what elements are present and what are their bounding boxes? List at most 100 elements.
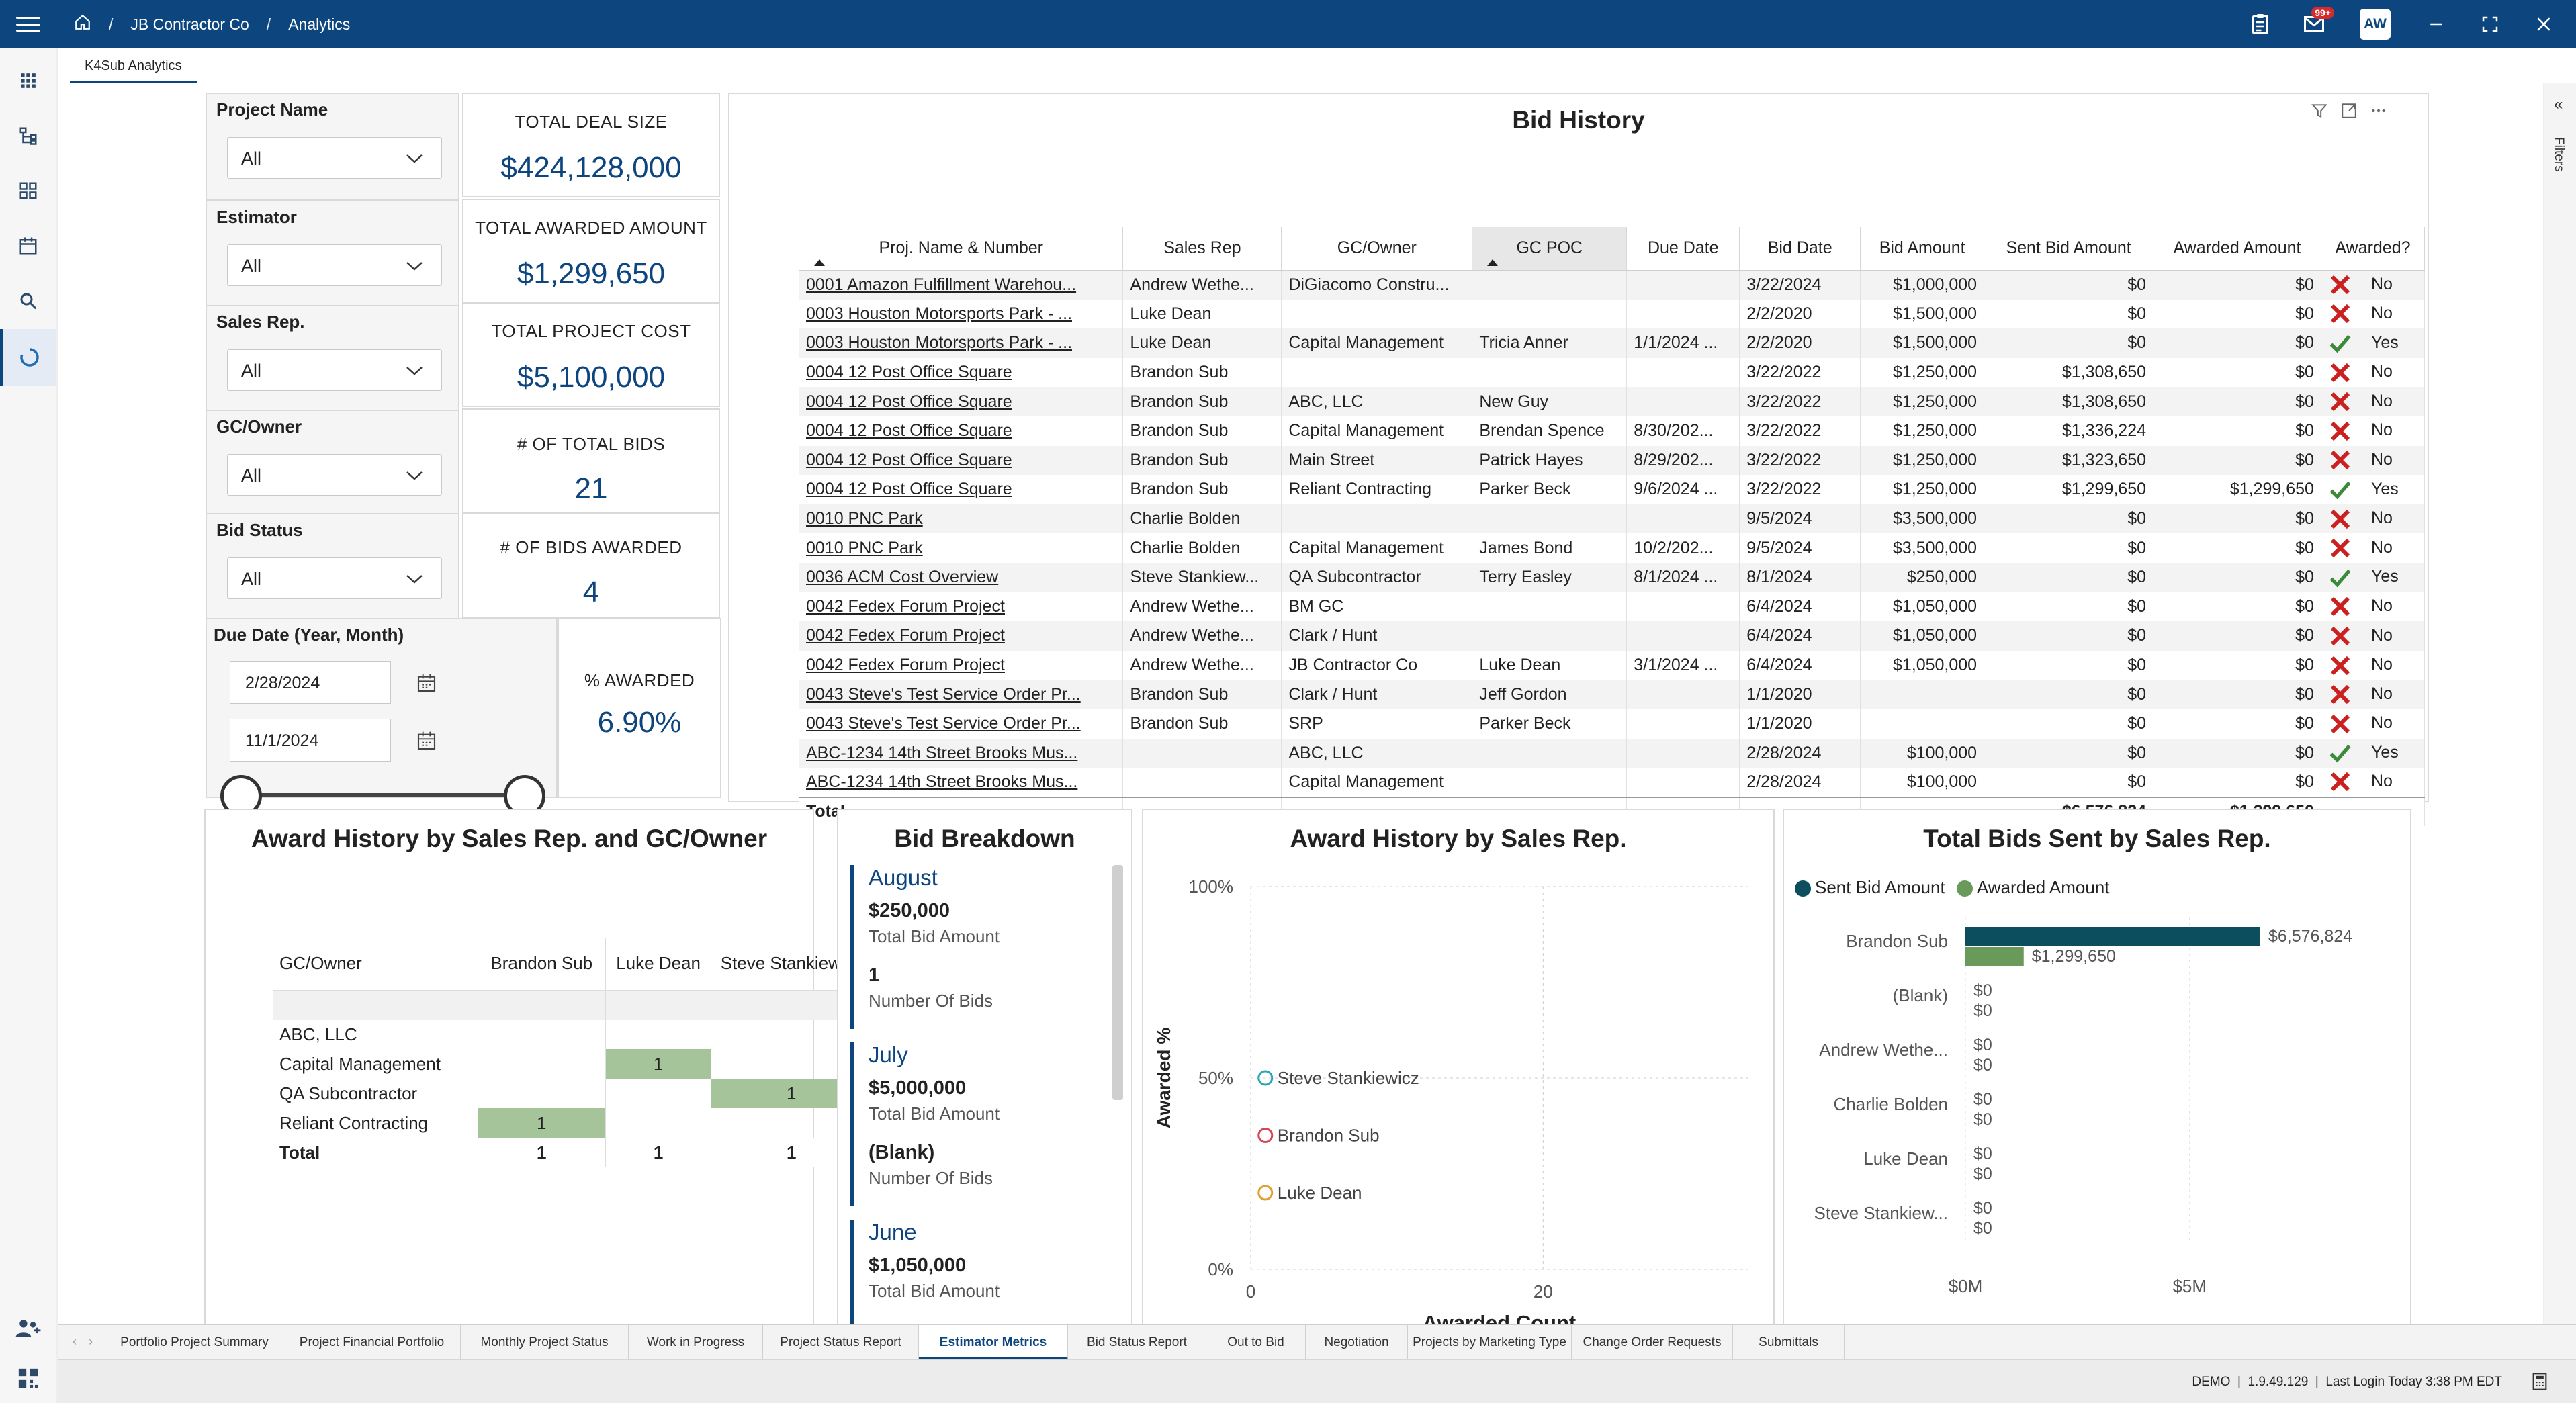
table-row[interactable]: 0042 Fedex Forum Project Andrew Wethe... J… [799,650,2426,680]
project-link[interactable]: 0042 Fedex Forum Project [799,650,1124,680]
project-link[interactable]: 0003 Houston Motorsports Park - ... [799,299,1124,329]
page-tab[interactable]: Project Status Report [763,1325,919,1360]
table-row[interactable]: 0003 Houston Motorsports Park - ... Luke … [799,299,2426,329]
fullscreen-icon[interactable] [2475,9,2505,39]
project-name-dropdown[interactable]: All [227,137,442,179]
page-tab[interactable]: Work in Progress [629,1325,763,1360]
project-link[interactable]: 0004 12 Post Office Square [799,475,1124,504]
breakdown-card-june[interactable]: June $1,050,000 Total Bid Amount [850,1220,1131,1354]
col-awarded[interactable]: Awarded? [2321,227,2426,271]
hierarchy-icon[interactable] [13,121,43,150]
page-tab[interactable]: Monthly Project Status [461,1325,629,1360]
tab-k4sub-analytics[interactable]: K4Sub Analytics [70,48,197,83]
matrix-col-header[interactable]: Luke Dean [605,938,712,991]
col-sales-rep[interactable]: Sales Rep [1122,227,1282,271]
calendar-icon[interactable] [416,672,437,694]
matrix-row-header[interactable]: GC/Owner [273,938,478,991]
project-link[interactable]: 0042 Fedex Forum Project [799,592,1124,622]
table-row[interactable]: 0001 Amazon Fulfillment Warehou... Andrew… [799,270,2426,300]
page-tab[interactable]: Bid Status Report [1068,1325,1206,1360]
mail-icon[interactable]: 99+ [2299,7,2334,39]
project-link[interactable]: 0042 Fedex Forum Project [799,621,1124,651]
scatter-chart[interactable]: 100% 50% 0% 0 20 Steve Stankiewicz Brandon Sub… [1143,866,1773,1403]
page-tab[interactable]: Submittals [1733,1325,1845,1360]
breadcrumb-company[interactable]: JB Contractor Co [130,15,249,33]
filters-pane[interactable]: « Filters [2544,83,2576,1324]
project-link[interactable]: 0004 12 Post Office Square [799,357,1124,388]
col-sent-bid-amount[interactable]: Sent Bid Amount [1984,227,2154,271]
minimize-icon[interactable] [2422,9,2451,39]
apps-grid-icon[interactable] [13,66,43,95]
tab-scroll-right-icon[interactable]: › [89,1334,93,1348]
table-row[interactable]: ABC-1234 14th Street Brooks Mus... ABC, L… [799,738,2426,768]
matrix-cell[interactable] [478,990,606,1020]
project-link[interactable]: 0043 Steve's Test Service Order Pr... [799,680,1124,709]
bar-chart[interactable]: $0M $5M Brandon Sub $6,576,824 $1,299,650 (Bl… [1784,911,2410,1401]
project-link[interactable]: ABC-1234 14th Street Brooks Mus... [799,738,1124,768]
table-row[interactable]: 0043 Steve's Test Service Order Pr... Bra… [799,709,2426,739]
scrollbar[interactable] [1112,865,1123,1100]
project-link[interactable]: ABC-1234 14th Street Brooks Mus... [799,768,1124,797]
table-row[interactable]: 0042 Fedex Forum Project Andrew Wethe... C… [799,621,2426,651]
more-options-icon[interactable] [2370,102,2387,120]
qr-code-icon[interactable] [13,1363,43,1393]
project-link[interactable]: 0010 PNC Park [799,504,1124,534]
table-row[interactable]: 0042 Fedex Forum Project Andrew Wethe... B… [799,592,2426,622]
project-link[interactable]: 0001 Amazon Fulfillment Warehou... [799,270,1124,300]
date-from-input[interactable]: 2/28/2024 [230,661,436,704]
col-bid-date[interactable]: Bid Date [1739,227,1861,271]
close-icon[interactable] [2529,9,2559,39]
avatar[interactable]: AW [2360,9,2391,40]
table-row[interactable]: 0004 12 Post Office Square Brandon Sub Mai… [799,445,2426,476]
matrix-cell[interactable] [478,1049,606,1079]
matrix-row[interactable]: Capital Management 1 [273,1049,872,1079]
table-row[interactable]: 0010 PNC Park Charlie Bolden 9/5/2024 $3,50… [799,504,2426,534]
col-bid-amount[interactable]: Bid Amount [1860,227,1985,271]
project-link[interactable]: 0004 12 Post Office Square [799,387,1124,416]
table-row[interactable]: 0004 12 Post Office Square Brandon Sub Cap… [799,416,2426,446]
col-awarded-amount[interactable]: Awarded Amount [2153,227,2321,271]
filter-icon[interactable] [2311,102,2328,120]
matrix-cell[interactable] [478,1020,606,1049]
page-tab[interactable]: Project Financial Portfolio [283,1325,461,1360]
table-row[interactable]: 0036 ACM Cost Overview Steve Stankiew... Q… [799,562,2426,592]
analytics-icon[interactable] [0,329,56,386]
matrix-row[interactable] [273,990,872,1020]
matrix-cell[interactable] [478,1079,606,1108]
table-row[interactable]: ABC-1234 14th Street Brooks Mus... Capita… [799,768,2426,797]
page-tab[interactable]: Out to Bid [1206,1325,1306,1360]
matrix-cell[interactable]: 1 [478,1108,606,1138]
date-to-input[interactable]: 11/1/2024 [230,719,436,762]
tab-scroll-left-icon[interactable]: ‹ [73,1334,77,1348]
estimator-dropdown[interactable]: All [227,244,442,286]
table-row[interactable]: 0043 Steve's Test Service Order Pr... Bra… [799,680,2426,709]
matrix-cell[interactable] [605,1020,712,1049]
table-row[interactable]: 0004 12 Post Office Square Brandon Sub Rel… [799,475,2426,504]
menu-icon[interactable] [13,11,43,37]
project-link[interactable]: 0043 Steve's Test Service Order Pr... [799,709,1124,739]
col-gc-poc[interactable]: GC POC [1472,227,1628,271]
calendar-icon[interactable] [416,730,437,752]
legend-label[interactable]: Sent Bid Amount [1815,877,1945,897]
project-link[interactable]: 0010 PNC Park [799,533,1124,563]
focus-mode-icon[interactable] [2340,102,2358,120]
legend-label[interactable]: Awarded Amount [1976,877,2110,897]
matrix-cell[interactable] [605,1108,712,1138]
matrix-row[interactable]: Reliant Contracting 1 [273,1108,872,1138]
col-due-date[interactable]: Due Date [1626,227,1740,271]
page-tab[interactable]: Change Order Requests [1572,1325,1733,1360]
page-tab[interactable]: Estimator Metrics [919,1325,1068,1360]
calendar-icon[interactable] [13,231,43,261]
date-range-slider-track[interactable] [235,793,531,797]
matrix-row[interactable]: QA Subcontractor 1 [273,1079,872,1108]
matrix-row[interactable]: ABC, LLC [273,1020,872,1049]
table-row[interactable]: 0004 12 Post Office Square Brandon Sub 3/2… [799,357,2426,388]
page-tab[interactable]: Portfolio Project Summary [106,1325,283,1360]
page-tab[interactable]: Projects by Marketing Type [1408,1325,1572,1360]
gc-owner-dropdown[interactable]: All [227,454,442,496]
dashboard-icon[interactable] [13,176,43,206]
search-icon[interactable] [13,286,43,316]
col-gc-owner[interactable]: GC/Owner [1281,227,1473,271]
clipboard-icon[interactable] [2246,9,2275,39]
user-manage-icon[interactable] [13,1314,43,1343]
